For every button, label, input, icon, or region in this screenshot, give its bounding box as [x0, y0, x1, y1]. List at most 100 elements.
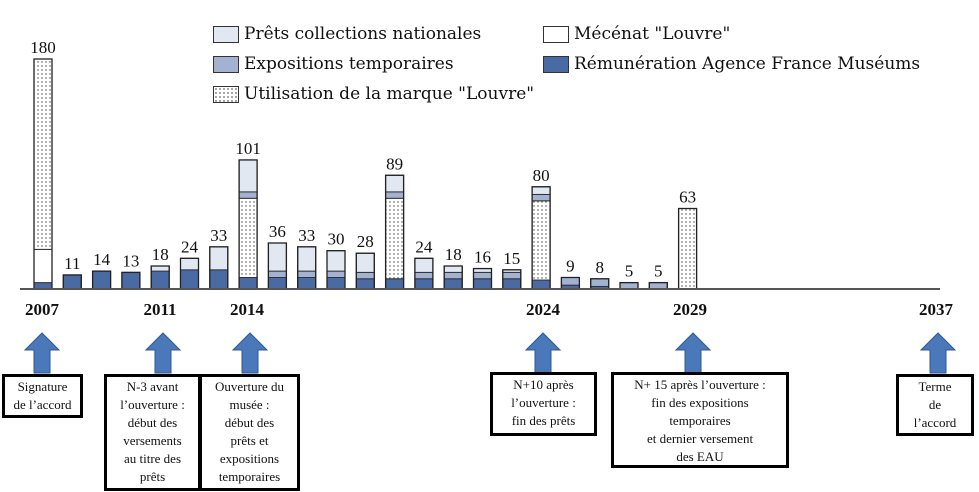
- data-label: 9: [566, 257, 575, 276]
- bar-segment-afm: [150, 270, 170, 290]
- bar-2022: [472, 267, 493, 290]
- timeline-year: 2024: [526, 300, 560, 319]
- legend-item-afm: Rémunération Agence France Muséums: [543, 55, 920, 74]
- data-label: 63: [679, 188, 696, 207]
- data-label: 14: [93, 250, 111, 269]
- bar-2012: [179, 257, 200, 290]
- data-label: 89: [386, 154, 403, 173]
- legend-label: Prêts collections nationales: [244, 24, 482, 44]
- data-label: 16: [474, 248, 491, 267]
- bar-segment-expo: [502, 271, 522, 280]
- bar-segment-afm: [92, 270, 112, 290]
- data-label: 36: [269, 222, 286, 241]
- bar-segment-expo: [414, 271, 434, 280]
- bar-segment-afm: [473, 278, 492, 290]
- legend-swatch-mecenat: [543, 26, 569, 43]
- bar-segment-prets: [180, 257, 199, 271]
- bar-segment-afm: [267, 277, 287, 290]
- bar-2029: [677, 207, 698, 290]
- legend-item-expo: Expositions temporaires: [213, 55, 454, 74]
- timeline-year: 2037: [919, 300, 953, 319]
- bar-2011: [150, 265, 170, 290]
- data-label: 28: [357, 232, 374, 251]
- up-arrow-icon: [231, 332, 269, 374]
- bar-2014: [238, 159, 258, 290]
- bar-segment-marque: [531, 200, 551, 281]
- timeline-year: 2007: [25, 300, 59, 319]
- data-label: 101: [235, 139, 261, 158]
- bar-segment-afm: [209, 269, 229, 290]
- bar-segment-afm: [502, 278, 522, 290]
- timeline-note-2014: Ouverture du musée : début des prêts et …: [199, 374, 300, 491]
- bar-segment-expo: [443, 271, 463, 280]
- data-label: 5: [654, 262, 663, 281]
- stacked-bar-chart: 180 11 14 13 18 24 33 101 36 33 30 28 89 24 18 16 15 80 9 8…: [20, 38, 940, 290]
- bar-2023: [502, 269, 522, 290]
- bar-segment-expo: [355, 271, 375, 280]
- bar-2017: [326, 250, 346, 290]
- bar-segment-afm: [62, 274, 82, 290]
- bar-segment-afm: [297, 277, 317, 290]
- data-label: 33: [210, 226, 227, 245]
- bar-segment-prets: [385, 174, 405, 193]
- bar-2015: [267, 242, 288, 290]
- bar-2007: [33, 58, 53, 290]
- data-label: 15: [503, 249, 520, 268]
- data-label: 11: [64, 254, 80, 273]
- bar-segment-marque: [385, 197, 405, 280]
- legend-swatch-expo: [213, 56, 239, 73]
- bar-segment-afm: [355, 278, 375, 290]
- bar-segment-prets: [443, 265, 463, 273]
- up-arrow-icon: [144, 332, 182, 374]
- up-arrow-icon: [23, 332, 61, 374]
- legend-swatch-marque: [213, 86, 239, 103]
- bar-segment-expo: [326, 270, 346, 279]
- legend-item-mecenat: Mécénat "Louvre": [543, 25, 730, 44]
- bar-segment-afm: [414, 278, 434, 290]
- data-label: 80: [533, 166, 550, 185]
- bar-segment-afm: [121, 271, 141, 290]
- bar-segment-afm: [443, 278, 463, 290]
- bar-2020: [414, 257, 434, 290]
- bar-segment-prets: [267, 242, 287, 272]
- timeline-year: 2014: [230, 300, 264, 319]
- bar-segment-prets: [150, 265, 170, 272]
- legend-label: Utilisation de la marque "Louvre": [244, 84, 535, 104]
- legend-item-prets: Prêts collections nationales: [213, 25, 481, 44]
- data-label: 24: [415, 237, 433, 256]
- bar-segment-expo: [238, 191, 258, 199]
- bar-2013: [209, 246, 229, 290]
- bar-segment-mecenat: [33, 248, 53, 284]
- bar-segment-prets: [238, 159, 258, 193]
- bar-2025: [560, 276, 581, 290]
- timeline-year: 2011: [143, 300, 177, 319]
- bar-segment-afm: [531, 279, 551, 290]
- timeline-note-2029: N+ 15 après l’ouverture : fin des exposi…: [611, 372, 789, 468]
- data-label: 5: [625, 262, 634, 281]
- bar-2019: [384, 174, 405, 290]
- timeline-note-2024: N+10 après l’ouverture : fin des prêts: [490, 372, 597, 436]
- bar-2018: [355, 252, 375, 290]
- bar-segment-expo: [560, 277, 580, 286]
- bar-segment-expo: [531, 193, 551, 202]
- bar-segment-marque: [238, 197, 258, 278]
- legend-label: Rémunération Agence France Muséums: [574, 54, 921, 74]
- bar-segment-afm: [385, 278, 405, 290]
- bar-segment-prets: [209, 246, 229, 271]
- timeline-note-2007: Signature de l’accord: [2, 374, 83, 418]
- bar-segment-expo: [385, 191, 405, 199]
- up-arrow-icon: [674, 332, 712, 374]
- data-label: 18: [152, 245, 169, 264]
- bar-2024: [531, 186, 551, 290]
- bar-segment-prets: [326, 250, 346, 272]
- data-label: 24: [181, 237, 199, 256]
- data-label: 180: [30, 38, 56, 57]
- legend-label: Expositions temporaires: [244, 54, 454, 74]
- bar-segment-afm: [326, 277, 346, 290]
- bar-2026: [590, 278, 610, 290]
- data-label: 13: [122, 251, 139, 270]
- data-label: 18: [445, 245, 462, 264]
- bar-segment-expo: [297, 270, 317, 279]
- up-arrow-icon: [524, 332, 562, 374]
- data-label: 8: [595, 258, 604, 277]
